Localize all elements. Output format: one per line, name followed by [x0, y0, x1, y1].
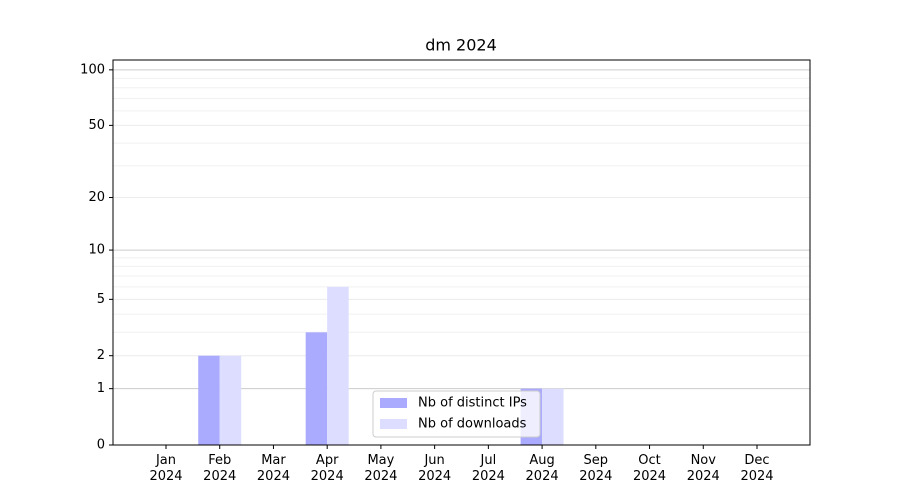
- bar: [198, 355, 220, 445]
- bar: [327, 286, 349, 445]
- x-tick-label: Apr 2024: [310, 453, 344, 484]
- y-tick-label: 2: [97, 348, 105, 363]
- x-tick-label: Sep 2024: [579, 453, 613, 484]
- bar: [542, 388, 564, 445]
- x-tick-label: Oct 2024: [632, 453, 667, 484]
- legend-label: Nb of downloads: [418, 417, 527, 432]
- y-tick-label: 5: [97, 292, 105, 307]
- x-tick-label: Aug 2024: [525, 453, 559, 484]
- y-tick-label: 0: [97, 438, 105, 453]
- y-tick-label: 10: [88, 243, 105, 258]
- legend-box: [372, 390, 541, 438]
- x-tick-label: May 2024: [364, 453, 398, 484]
- y-tick-label: 1: [97, 381, 105, 396]
- legend: Nb of distinct IPs Nb of downloads: [372, 390, 541, 438]
- x-tick-label: Dec 2024: [740, 453, 774, 484]
- legend-label: Nb of distinct IPs: [418, 396, 527, 411]
- y-tick-label: 20: [88, 190, 105, 205]
- legend-swatch: [380, 398, 407, 408]
- x-tick-label: Mar 2024: [256, 453, 290, 484]
- x-tick-label: Jun 2024: [418, 453, 452, 484]
- bar: [305, 332, 328, 445]
- chart-title: dm 2024: [425, 36, 497, 55]
- x-tick-label: Nov 2024: [686, 453, 720, 484]
- x-tick-label: Feb 2024: [203, 453, 237, 484]
- bar: [219, 355, 242, 445]
- plot-frame: [112, 59, 811, 446]
- x-tick-label: Jan 2024: [149, 453, 183, 484]
- y-tick-label: 100: [80, 62, 105, 77]
- legend-swatch: [380, 419, 407, 429]
- y-tick-label: 50: [88, 118, 105, 133]
- x-tick-label: Jul 2024: [471, 453, 505, 484]
